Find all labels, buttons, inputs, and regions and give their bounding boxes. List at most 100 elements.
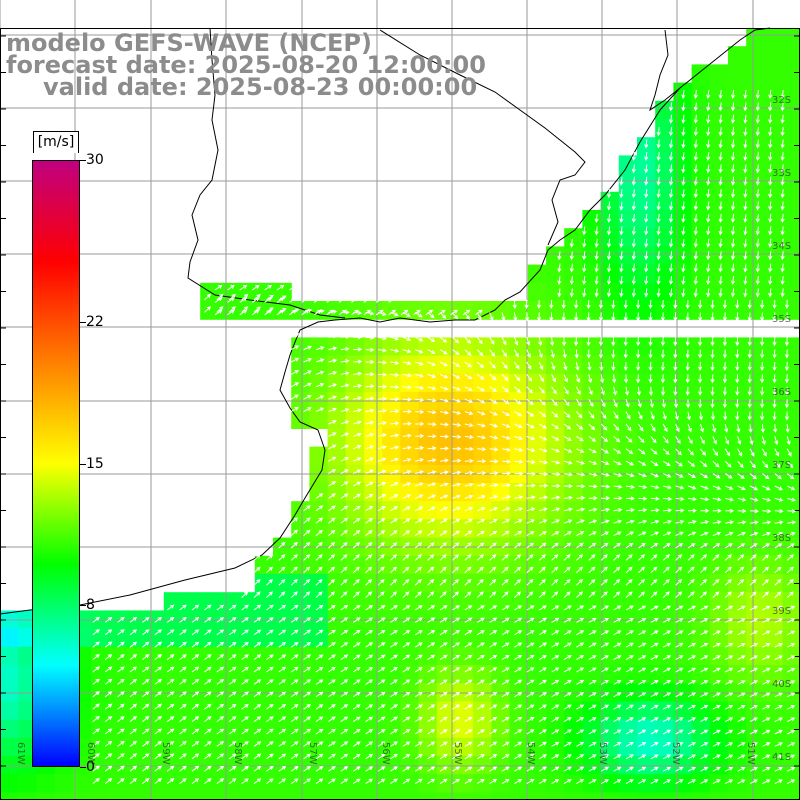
wind-arrow	[303, 554, 311, 561]
wind-arrow	[501, 507, 511, 512]
wind-arrow	[700, 642, 709, 648]
wind-arrow	[452, 434, 462, 439]
wind-arrow	[489, 386, 497, 393]
wind-arrow	[538, 617, 548, 623]
wind-speed-cell	[782, 592, 800, 611]
wind-speed-cell	[182, 774, 201, 793]
wind-arrow	[551, 679, 560, 685]
wind-arrow	[477, 470, 487, 476]
wind-arrow	[228, 778, 237, 785]
wind-speed-cell	[546, 737, 565, 757]
wind-speed-cell	[291, 373, 310, 393]
wind-arrow	[563, 605, 572, 611]
wind-speed-cell	[600, 282, 620, 302]
wind-arrow	[749, 742, 759, 747]
wind-arrow	[375, 297, 384, 303]
wind-arrow	[700, 692, 709, 698]
wind-arrow	[675, 779, 684, 785]
wind-arrow	[464, 716, 473, 723]
wind-arrow	[601, 507, 611, 512]
wind-arrow	[780, 251, 785, 261]
wind-arrow	[464, 605, 473, 611]
wind-arrow	[352, 741, 361, 747]
wind-arrow	[588, 435, 597, 442]
wind-speed-cell	[309, 410, 329, 429]
wind-speed-cell	[509, 719, 529, 739]
wind-arrow	[588, 566, 596, 574]
wind-arrow	[402, 605, 411, 611]
latitude-label: 34S	[772, 241, 791, 252]
wind-arrow	[724, 705, 734, 710]
wind-arrow	[439, 753, 448, 760]
wind-speed-cell	[764, 774, 784, 793]
wind-arrow	[476, 754, 485, 760]
wind-arrow	[129, 778, 138, 784]
wind-arrow	[326, 297, 335, 303]
wind-speed-cell	[618, 665, 638, 684]
wind-arrow	[735, 312, 740, 322]
wind-arrow	[574, 299, 579, 310]
wind-arrow	[365, 347, 375, 352]
wind-arrow	[365, 542, 373, 549]
wind-arrow	[675, 766, 684, 772]
wind-speed-cell	[291, 555, 310, 575]
wind-arrow	[737, 566, 745, 574]
wind-arrow	[576, 460, 585, 465]
wind-speed-cell	[127, 701, 147, 721]
wind-speed-cell	[637, 301, 656, 320]
wind-arrow	[760, 411, 765, 421]
wind-arrow	[92, 740, 100, 747]
wind-arrow	[563, 766, 572, 772]
wind-speed-cell	[764, 501, 784, 520]
wind-arrow	[737, 643, 746, 648]
wind-arrow	[501, 312, 506, 322]
wind-speed-cell	[273, 646, 292, 666]
wind-speed-cell	[455, 719, 474, 739]
wind-arrow	[650, 754, 659, 760]
wind-arrow	[414, 667, 423, 673]
wind-speed-cell	[546, 665, 565, 684]
wind-speed-cell	[691, 282, 711, 302]
wind-arrow	[427, 494, 436, 499]
wind-arrow	[673, 374, 678, 384]
wind-arrow	[749, 460, 756, 469]
wind-arrow	[551, 630, 560, 636]
wind-arrow	[576, 542, 584, 549]
wind-arrow	[668, 189, 674, 199]
wind-arrow	[501, 435, 511, 440]
wind-arrow	[452, 716, 461, 723]
wind-arrow	[784, 411, 790, 421]
wind-arrow	[712, 436, 717, 445]
wind-arrow	[253, 666, 262, 673]
wind-arrow	[619, 189, 624, 199]
wind-arrow	[718, 102, 723, 112]
wind-speed-cell	[691, 64, 711, 84]
coastline-river-plate-north	[379, 29, 586, 246]
wind-arrow	[353, 396, 363, 401]
wind-speed-cell	[746, 282, 765, 302]
wind-arrow	[402, 766, 411, 772]
wind-arrow	[598, 337, 604, 347]
wind-arrow	[576, 754, 585, 760]
wind-arrow	[290, 604, 299, 611]
wind-arrow	[625, 542, 634, 549]
wind-arrow	[673, 386, 678, 396]
wind-arrow	[648, 337, 653, 347]
wind-arrow	[142, 678, 150, 685]
wind-speed-cell	[564, 246, 583, 266]
wind-arrow	[340, 617, 349, 623]
wind-speed-cell	[400, 628, 420, 648]
wind-speed-cell	[618, 701, 638, 721]
wind-arrow	[650, 704, 659, 710]
wind-arrow	[514, 667, 523, 673]
wind-arrow	[501, 349, 507, 358]
wind-arrow	[730, 213, 736, 224]
wind-arrow	[390, 482, 399, 487]
wind-arrow	[526, 591, 534, 598]
wind-arrow	[290, 591, 298, 598]
wind-arrow	[452, 591, 460, 598]
wind-speed-cell	[200, 792, 219, 800]
wind-speed-cell	[782, 719, 800, 739]
wind-speed-cell	[527, 646, 547, 666]
wind-arrow	[278, 679, 287, 685]
